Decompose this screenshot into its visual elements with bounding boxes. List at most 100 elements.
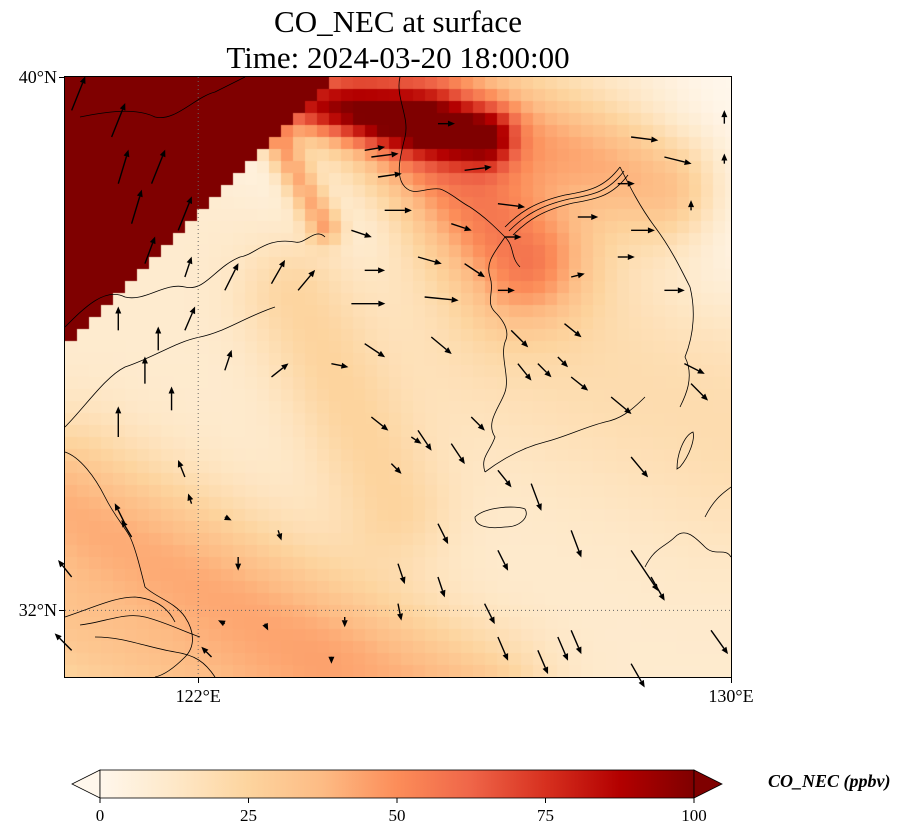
colorbar-tick-label: 25 <box>240 806 257 825</box>
wind-arrow <box>684 363 705 374</box>
wind-arrow <box>617 180 635 187</box>
coastline-korea-east <box>619 166 694 408</box>
ytick-mark <box>59 77 64 78</box>
wind-arrow <box>384 207 412 214</box>
wind-arrow <box>417 429 432 451</box>
wind-arrow <box>410 436 422 444</box>
colorbar-extend-high <box>693 769 723 799</box>
coastline-kyushu <box>644 486 732 568</box>
wind-arrow <box>141 356 148 384</box>
wind-arrow <box>377 171 402 178</box>
wind-arrow <box>397 563 406 585</box>
wind-arrow <box>270 259 286 285</box>
wind-arrow <box>271 363 289 378</box>
wind-arrow <box>617 254 635 260</box>
wind-arrow <box>630 663 645 688</box>
wind-arrow <box>504 234 522 240</box>
wind-arrow <box>150 149 166 184</box>
wind-arrow <box>497 636 509 661</box>
coastline-shandong <box>64 306 276 428</box>
wind-arrow <box>371 151 399 158</box>
wind-arrow <box>177 196 193 231</box>
concentration-field <box>65 77 731 677</box>
wind-arrow <box>130 189 143 224</box>
wind-arrow <box>370 416 389 431</box>
wind-arrow <box>297 269 316 291</box>
wind-arrow <box>187 493 194 504</box>
wind-arrow <box>71 76 86 111</box>
wind-arrow <box>144 236 156 264</box>
wind-arrow <box>437 523 449 545</box>
wind-arrow <box>114 503 126 524</box>
wind-arrow <box>570 530 582 558</box>
dmz-line <box>512 174 629 236</box>
colorbar-tick-label: 50 <box>388 806 406 825</box>
xtick-mark <box>198 678 200 683</box>
map-overlay <box>54 76 732 688</box>
wind-arrow <box>631 227 655 234</box>
wind-arrow <box>630 549 659 592</box>
wind-arrow <box>577 214 599 220</box>
wind-arrow <box>177 460 186 478</box>
wind-arrow <box>483 603 495 625</box>
wind-arrow <box>451 223 472 232</box>
colorbar-extend-low <box>71 769 101 799</box>
wind-arrow <box>664 156 692 166</box>
wind-arrow <box>224 349 233 371</box>
wind-arrow <box>464 263 485 278</box>
wind-arrow <box>168 386 175 411</box>
coastline-china-east <box>64 451 193 678</box>
wind-arrow <box>201 646 213 658</box>
wind-arrow <box>631 136 659 143</box>
wind-arrow <box>530 483 542 511</box>
wind-arrow <box>121 520 133 538</box>
wind-arrow <box>54 633 73 651</box>
wind-arrow <box>110 103 126 138</box>
wind-arrow <box>517 363 532 381</box>
wind-arrow <box>497 287 515 294</box>
wind-arrow <box>557 636 569 661</box>
wind-arrow <box>390 463 402 474</box>
wind-arrow <box>424 296 459 303</box>
coastline-liaodong <box>64 233 326 328</box>
wind-arrow <box>570 630 582 655</box>
wind-arrow <box>331 362 349 369</box>
wind-arrow <box>364 267 386 274</box>
wind-arrow <box>115 406 122 437</box>
wind-arrow <box>58 560 73 578</box>
wind-arrow <box>437 576 446 598</box>
ytick-label: 40°N <box>18 67 57 87</box>
wind-arrow <box>224 514 232 521</box>
coastline-korea-west <box>483 236 508 473</box>
wind-arrow <box>364 145 386 152</box>
wind-arrow <box>570 376 589 391</box>
wind-arrow <box>497 202 526 210</box>
wind-arrow <box>650 576 665 601</box>
wind-arrow <box>437 120 455 127</box>
wind-arrow <box>557 356 569 368</box>
wind-arrow <box>690 383 709 401</box>
wind-arrow <box>470 416 485 431</box>
wind-arrow <box>537 363 552 378</box>
wind-arrow <box>184 256 193 278</box>
wind-arrow <box>510 329 529 348</box>
figure-subtitle-time: Time: 2024-03-20 18:00:00 <box>226 40 570 75</box>
ytick-mark <box>59 610 64 612</box>
wind-arrow <box>351 300 386 307</box>
wind-arrow <box>570 272 585 279</box>
figure-title: CO_NEC at surface <box>274 4 522 39</box>
wind-arrow <box>417 256 442 265</box>
wind-arrow <box>450 443 465 465</box>
wind-arrow <box>364 343 386 358</box>
wind-arrow <box>218 620 226 627</box>
coastline-korea-south <box>484 396 646 473</box>
colorbar-ticks <box>99 798 695 803</box>
wind-arrow <box>430 336 452 354</box>
wind-arrow <box>276 530 283 541</box>
wind-arrow <box>721 110 728 124</box>
dmz-line <box>508 170 625 232</box>
wind-arrow <box>117 149 130 184</box>
wind-arrow <box>328 656 335 664</box>
island-tsushima <box>676 431 694 470</box>
map-plot-area[interactable] <box>54 76 732 688</box>
